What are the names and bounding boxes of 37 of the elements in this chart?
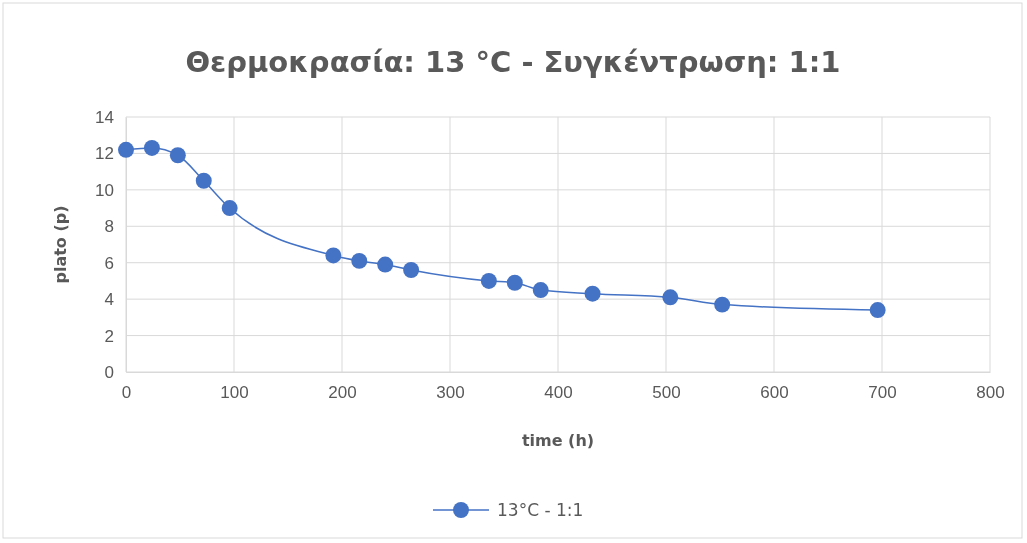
x-tick-label: 300: [436, 383, 465, 403]
x-axis-title: time (h): [521, 431, 595, 450]
point: [143, 140, 160, 156]
point: [480, 272, 497, 289]
y-axis-title: plato (p): [51, 205, 70, 284]
point: [118, 141, 134, 158]
y-tick-label: 8: [104, 217, 114, 237]
x-tick-label: 100: [220, 383, 249, 403]
point: [325, 247, 342, 264]
point: [532, 282, 549, 298]
x-tick-label: 0: [121, 383, 132, 403]
point: [869, 302, 886, 319]
point: [662, 289, 679, 306]
y-tick-label: 4: [104, 290, 114, 310]
point: [506, 274, 523, 291]
point: [377, 256, 394, 273]
point: [195, 172, 212, 189]
y-tick-label: 14: [95, 107, 114, 127]
chart-title: Θερμοκρασία: 13 °C - Συγκέντρωση: 1:1: [185, 45, 841, 79]
point: [584, 285, 601, 302]
x-tick-label: 700: [868, 383, 897, 403]
point: [169, 147, 186, 164]
legend-label: 13°C - 1:1: [497, 500, 584, 520]
y-tick-label: 0: [104, 362, 114, 382]
y-tick-label: 6: [104, 253, 114, 273]
point: [221, 200, 238, 217]
y-tick-label: 12: [95, 144, 114, 164]
x-tick-label: 500: [652, 383, 681, 403]
y-tick-label: 2: [104, 326, 114, 346]
point: [351, 252, 368, 269]
point: [714, 296, 731, 313]
x-tick-label: 600: [760, 383, 789, 403]
point: [403, 262, 420, 278]
x-tick-label: 400: [544, 383, 573, 403]
y-tick-label: 10: [95, 180, 114, 200]
x-tick-label: 200: [328, 383, 357, 403]
x-tick-label: 800: [976, 383, 1005, 403]
